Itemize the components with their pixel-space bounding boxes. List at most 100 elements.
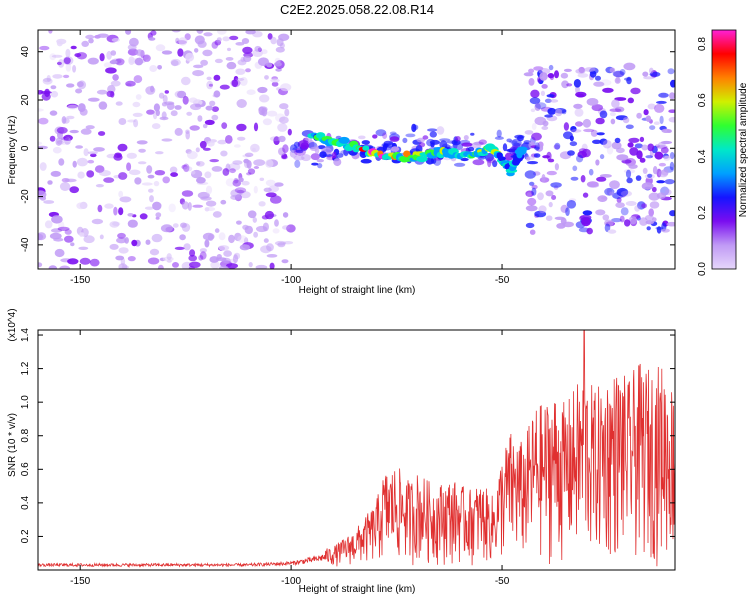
heatmap-cell bbox=[246, 89, 256, 95]
heatmap-cell bbox=[418, 142, 426, 148]
heatmap-cell bbox=[235, 68, 246, 75]
heatmap-cell bbox=[134, 177, 142, 185]
colorbar-label: Normalized spectral amplitude bbox=[738, 82, 749, 217]
heatmap-cell bbox=[548, 64, 554, 71]
heatmap-cell bbox=[317, 163, 323, 169]
heatmap-cell bbox=[656, 180, 666, 184]
heatmap-cell bbox=[641, 203, 647, 209]
spectrogram-ylabel: Frequency (Hz) bbox=[7, 116, 18, 185]
heatmap-cell bbox=[64, 235, 74, 243]
heatmap-cell bbox=[651, 186, 657, 193]
heatmap-cell bbox=[272, 228, 280, 234]
heatmap-cell bbox=[244, 225, 253, 235]
heatmap-cell bbox=[467, 146, 475, 152]
heatmap-cell bbox=[205, 105, 214, 111]
heatmap-cell bbox=[604, 223, 611, 233]
heatmap-cell bbox=[595, 209, 606, 216]
heatmap-cell bbox=[103, 62, 112, 68]
y-tick-label: 0 bbox=[20, 145, 31, 151]
heatmap-cell bbox=[247, 210, 257, 219]
heatmap-cell bbox=[383, 140, 393, 146]
heatmap-cell bbox=[478, 139, 487, 145]
heatmap-cell bbox=[646, 226, 651, 231]
heatmap-cell bbox=[58, 158, 65, 166]
heatmap-cell bbox=[40, 90, 52, 94]
heatmap-cell bbox=[589, 70, 597, 78]
y-tick-label: 1.2 bbox=[20, 361, 31, 375]
heatmap-cell bbox=[155, 44, 166, 52]
heatmap-cell bbox=[658, 141, 666, 149]
snr-frame bbox=[37, 329, 676, 571]
heatmap-cell bbox=[213, 90, 221, 98]
heatmap-cell bbox=[127, 256, 136, 262]
heatmap-cell bbox=[535, 102, 547, 110]
heatmap-cell bbox=[427, 128, 438, 132]
heatmap-cell bbox=[528, 78, 535, 86]
heatmap-cell bbox=[219, 265, 229, 269]
heatmap-cell bbox=[228, 163, 241, 171]
heatmap-cell bbox=[248, 262, 253, 268]
heatmap-cell bbox=[599, 110, 608, 119]
heatmap-cell bbox=[116, 237, 127, 244]
heatmap-cell bbox=[49, 135, 56, 142]
heatmap-cell bbox=[332, 151, 337, 159]
heatmap-cell bbox=[266, 243, 274, 252]
heatmap-cell bbox=[609, 108, 622, 112]
heatmap-cell bbox=[204, 119, 215, 125]
heatmap-cell bbox=[258, 201, 266, 207]
heatmap-cell bbox=[171, 30, 182, 33]
heatmap-cell bbox=[531, 123, 537, 130]
heatmap-cell bbox=[49, 232, 62, 240]
heatmap-cell bbox=[79, 108, 88, 116]
heatmap-cell bbox=[300, 142, 310, 150]
heatmap-cell bbox=[110, 80, 121, 87]
heatmap-cell bbox=[97, 33, 109, 38]
heatmap-cell bbox=[263, 238, 269, 243]
heatmap-cell bbox=[202, 123, 208, 129]
heatmap-cell bbox=[209, 100, 216, 107]
heatmap-cell bbox=[390, 146, 400, 152]
heatmap-cell bbox=[53, 237, 64, 242]
heatmap-cell bbox=[540, 90, 546, 97]
heatmap-cell bbox=[577, 73, 589, 78]
heatmap-cell bbox=[273, 61, 282, 67]
heatmap-cell bbox=[661, 128, 671, 133]
heatmap-cell bbox=[164, 90, 169, 94]
heatmap-cell bbox=[586, 98, 599, 106]
heatmap-cell bbox=[664, 189, 672, 196]
heatmap-cell bbox=[118, 207, 124, 216]
heatmap-cell bbox=[340, 150, 349, 155]
heatmap-cell bbox=[533, 153, 541, 158]
heatmap-cell bbox=[596, 176, 607, 182]
heatmap-cell bbox=[529, 181, 535, 186]
heatmap-cell bbox=[525, 156, 531, 161]
heatmap-cell bbox=[210, 261, 220, 269]
heatmap-cell bbox=[411, 123, 417, 133]
colorbar-tick-label: 0.2 bbox=[697, 205, 708, 219]
heatmap-cell bbox=[174, 90, 184, 98]
heatmap-cell bbox=[200, 196, 212, 201]
heatmap-cell bbox=[439, 140, 448, 150]
heatmap-cell bbox=[578, 215, 586, 221]
heatmap-cell bbox=[574, 108, 584, 117]
heatmap-cell bbox=[573, 103, 583, 109]
heatmap-cell bbox=[213, 74, 221, 81]
x-tick-label: -100 bbox=[281, 576, 301, 587]
heatmap-cell bbox=[169, 166, 178, 174]
heatmap-cell bbox=[225, 57, 234, 61]
colorbar: 0.0 0.2 0.4 0.6 0.8 Normalized spectral ampl… bbox=[697, 29, 749, 276]
heatmap-cell bbox=[282, 144, 289, 154]
heatmap-cell bbox=[159, 116, 169, 121]
heatmap-cell bbox=[217, 139, 227, 145]
heatmap-cell bbox=[48, 30, 53, 34]
x-tick-label: -150 bbox=[70, 275, 90, 286]
heatmap-cell bbox=[455, 136, 461, 142]
heatmap-cell bbox=[43, 200, 55, 204]
heatmap-cell bbox=[525, 222, 535, 229]
heatmap-cell bbox=[616, 154, 629, 161]
heatmap-cell bbox=[166, 253, 172, 261]
heatmap-cell bbox=[402, 137, 408, 144]
heatmap-cell bbox=[127, 219, 138, 228]
heatmap-cell bbox=[572, 165, 578, 172]
heatmap-cell bbox=[237, 59, 247, 66]
